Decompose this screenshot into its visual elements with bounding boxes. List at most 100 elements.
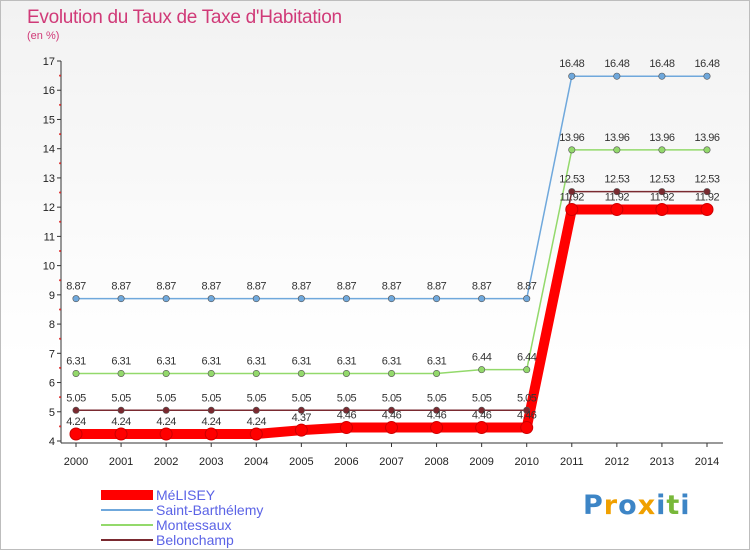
x-tick-label: 2013 [650, 456, 674, 468]
data-point [252, 406, 260, 414]
data-label: 16.48 [649, 58, 674, 70]
y-tick-label: 9 [49, 290, 55, 302]
data-label: 4.24 [202, 416, 222, 428]
y-tick-label: 5 [49, 407, 55, 419]
data-label: 12.53 [694, 174, 719, 186]
data-label: 13.96 [649, 132, 674, 144]
legend: MéLISEY Saint-Barthélemy Montessaux Belonch… [101, 486, 264, 548]
legend-swatch [101, 489, 153, 500]
y-minor-tick [59, 250, 61, 252]
data-label: 8.87 [427, 281, 447, 293]
data-label: 4.46 [337, 410, 357, 422]
data-label: 6.31 [111, 355, 131, 367]
data-label: 4.24 [66, 416, 86, 428]
data-point [703, 72, 711, 80]
y-minor-tick [59, 425, 61, 428]
x-tick-label: 2003 [199, 456, 223, 468]
y-tick-label: 8 [49, 319, 55, 331]
data-point [297, 369, 305, 377]
data-label: 4.46 [427, 410, 447, 422]
series-line-1 [75, 75, 708, 300]
data-point [69, 427, 83, 441]
data-point [297, 406, 305, 414]
data-label: 5.05 [111, 392, 131, 404]
y-tick-label: 17 [43, 56, 55, 68]
legend-item: Saint-Barthélemy [101, 501, 264, 518]
data-label: 5.05 [472, 392, 492, 404]
data-label: 4.37 [292, 412, 312, 424]
data-label: 11.92 [695, 191, 720, 203]
data-point [342, 295, 350, 303]
data-point [523, 366, 531, 374]
legend-label: Saint-Barthélemy [156, 501, 264, 518]
data-point [117, 406, 125, 414]
data-point [478, 295, 486, 303]
data-point [385, 421, 398, 435]
data-label: 8.87 [66, 281, 86, 293]
data-label: 8.87 [382, 281, 402, 293]
y-minor-tick [59, 191, 61, 194]
data-label: 16.48 [604, 58, 629, 70]
data-point [568, 72, 576, 80]
data-point [703, 188, 711, 196]
data-point [252, 295, 260, 303]
data-point [117, 369, 125, 377]
y-minor-tick [59, 220, 61, 223]
data-point [249, 427, 263, 441]
data-label: 11.92 [650, 191, 675, 203]
data-label: 4.24 [111, 416, 131, 428]
data-point [613, 72, 621, 80]
y-tick-label: 11 [44, 231, 55, 243]
y-minor-tick [59, 133, 61, 136]
data-point [342, 369, 350, 377]
chart-title: Evolution du Taux de Taxe d'Habitation [27, 7, 342, 28]
chart-unit: (en %) [27, 30, 60, 42]
data-point [658, 72, 666, 80]
data-label: 13.96 [559, 132, 584, 144]
data-label: 4.24 [156, 416, 176, 428]
data-point [700, 202, 714, 216]
data-point [613, 146, 621, 154]
data-point [565, 202, 579, 216]
x-tick-label: 2014 [695, 456, 719, 468]
data-point [433, 406, 441, 414]
x-tick-label: 2000 [64, 456, 88, 468]
data-label: 8.87 [247, 281, 267, 293]
axes: 4 5 6 7 8 9 10 11 12 13 14 15 16 17 2000 2001 2002 2003 20… [43, 56, 723, 468]
data-label: 8.87 [202, 281, 222, 293]
data-label: 11.92 [605, 191, 630, 203]
logo-letter: t [666, 490, 681, 521]
y-tick-label: 16 [43, 85, 55, 97]
data-label: 8.87 [472, 281, 492, 293]
data-point [523, 406, 531, 414]
legend-label: MéLISEY [156, 486, 216, 503]
legend-label: Montessaux [156, 516, 232, 533]
data-label: 6.31 [247, 355, 267, 367]
y-minor-tick [59, 162, 61, 165]
logo-letter: i [680, 490, 691, 521]
data-label: 4.46 [472, 410, 492, 422]
data-point [72, 406, 80, 414]
legend-label: Belonchamp [156, 531, 234, 548]
y-tick-label: 12 [43, 202, 55, 214]
x-tick-label: 2011 [560, 456, 584, 468]
data-label: 6.44 [517, 352, 537, 364]
data-point [568, 146, 576, 154]
data-point [204, 427, 218, 441]
data-point [162, 369, 170, 377]
data-label: 6.31 [337, 355, 357, 367]
y-minor-tick [59, 337, 61, 340]
data-labels: 8.87 8.87 8.87 8.87 8.87 8.87 8.87 8.87 8.87 8.87… [66, 58, 720, 428]
series-lines [71, 75, 712, 439]
data-point [294, 423, 308, 437]
x-tick-label: 2010 [514, 456, 538, 468]
data-label: 6.31 [382, 355, 402, 367]
data-label: 5.05 [517, 392, 537, 404]
data-label: 5.05 [427, 392, 447, 404]
data-label: 6.31 [427, 355, 447, 367]
y-tick-label: 14 [43, 144, 55, 156]
y-minor-tick [59, 366, 61, 369]
y-minor-tick [59, 396, 61, 399]
y-minor-tick [59, 308, 61, 311]
